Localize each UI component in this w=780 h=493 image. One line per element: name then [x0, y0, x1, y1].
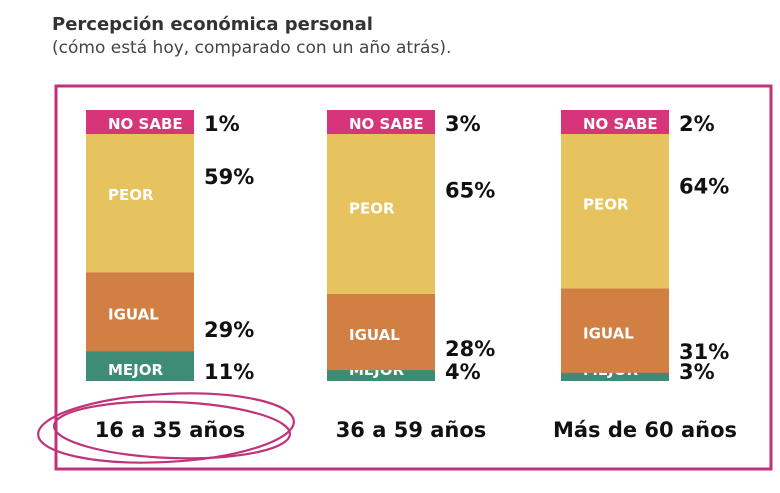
category-label-2: 36 a 59 años: [336, 418, 487, 442]
value-label-igual-3: 31%: [679, 340, 729, 364]
segment-label-igual-3: IGUAL: [583, 325, 634, 343]
value-label-mejor-3: 3%: [679, 360, 715, 384]
chart-frame: [54, 84, 773, 471]
value-label-no-sabe-1: 1%: [204, 112, 240, 136]
bar-segment-no-sabe-3: [561, 110, 669, 134]
value-label-igual-2: 28%: [445, 337, 495, 361]
segment-label-peor-2: PEOR: [349, 200, 395, 218]
category-label-1: 16 a 35 años: [95, 418, 246, 442]
segment-label-peor-1: PEOR: [108, 186, 154, 204]
bar-segment-peor-3: [561, 114, 669, 289]
segment-label-no-sabe-3: NO SABE: [583, 115, 658, 133]
bar-segment-igual-3: [561, 288, 669, 373]
chart-subtitle: (cómo está hoy, comparado con un año atr…: [52, 38, 452, 58]
value-label-mejor-2: 4%: [445, 360, 481, 384]
value-label-mejor-1: 11%: [204, 360, 254, 384]
value-label-no-sabe-3: 2%: [679, 112, 715, 136]
value-label-peor-1: 59%: [204, 165, 254, 189]
segment-label-igual-1: IGUAL: [108, 306, 159, 324]
bar-segment-peor-2: [327, 117, 435, 294]
segment-label-peor-3: PEOR: [583, 195, 629, 213]
segment-label-no-sabe-1: NO SABE: [108, 115, 183, 133]
bar-segment-no-sabe-1: [86, 110, 194, 134]
segment-label-igual-2: IGUAL: [349, 326, 400, 344]
chart-title: Percepción económica personal: [52, 14, 373, 35]
value-label-igual-1: 29%: [204, 318, 254, 342]
category-label-3: Más de 60 años: [553, 418, 737, 442]
highlight-circle-inner: [52, 400, 292, 460]
bar-segment-igual-2: [327, 293, 435, 371]
segment-label-no-sabe-2: NO SABE: [349, 115, 424, 133]
highlight-circle-outer: [37, 392, 295, 464]
value-label-no-sabe-2: 3%: [445, 112, 481, 136]
value-label-peor-2: 65%: [445, 179, 495, 203]
value-label-peor-3: 64%: [679, 174, 729, 198]
bar-segment-igual-1: [86, 272, 194, 352]
segment-label-mejor-1: MEJOR: [108, 361, 164, 379]
bar-segment-peor-1: [86, 111, 194, 273]
bar-segment-mejor-1: [86, 351, 194, 381]
bar-segment-no-sabe-2: [327, 110, 435, 134]
